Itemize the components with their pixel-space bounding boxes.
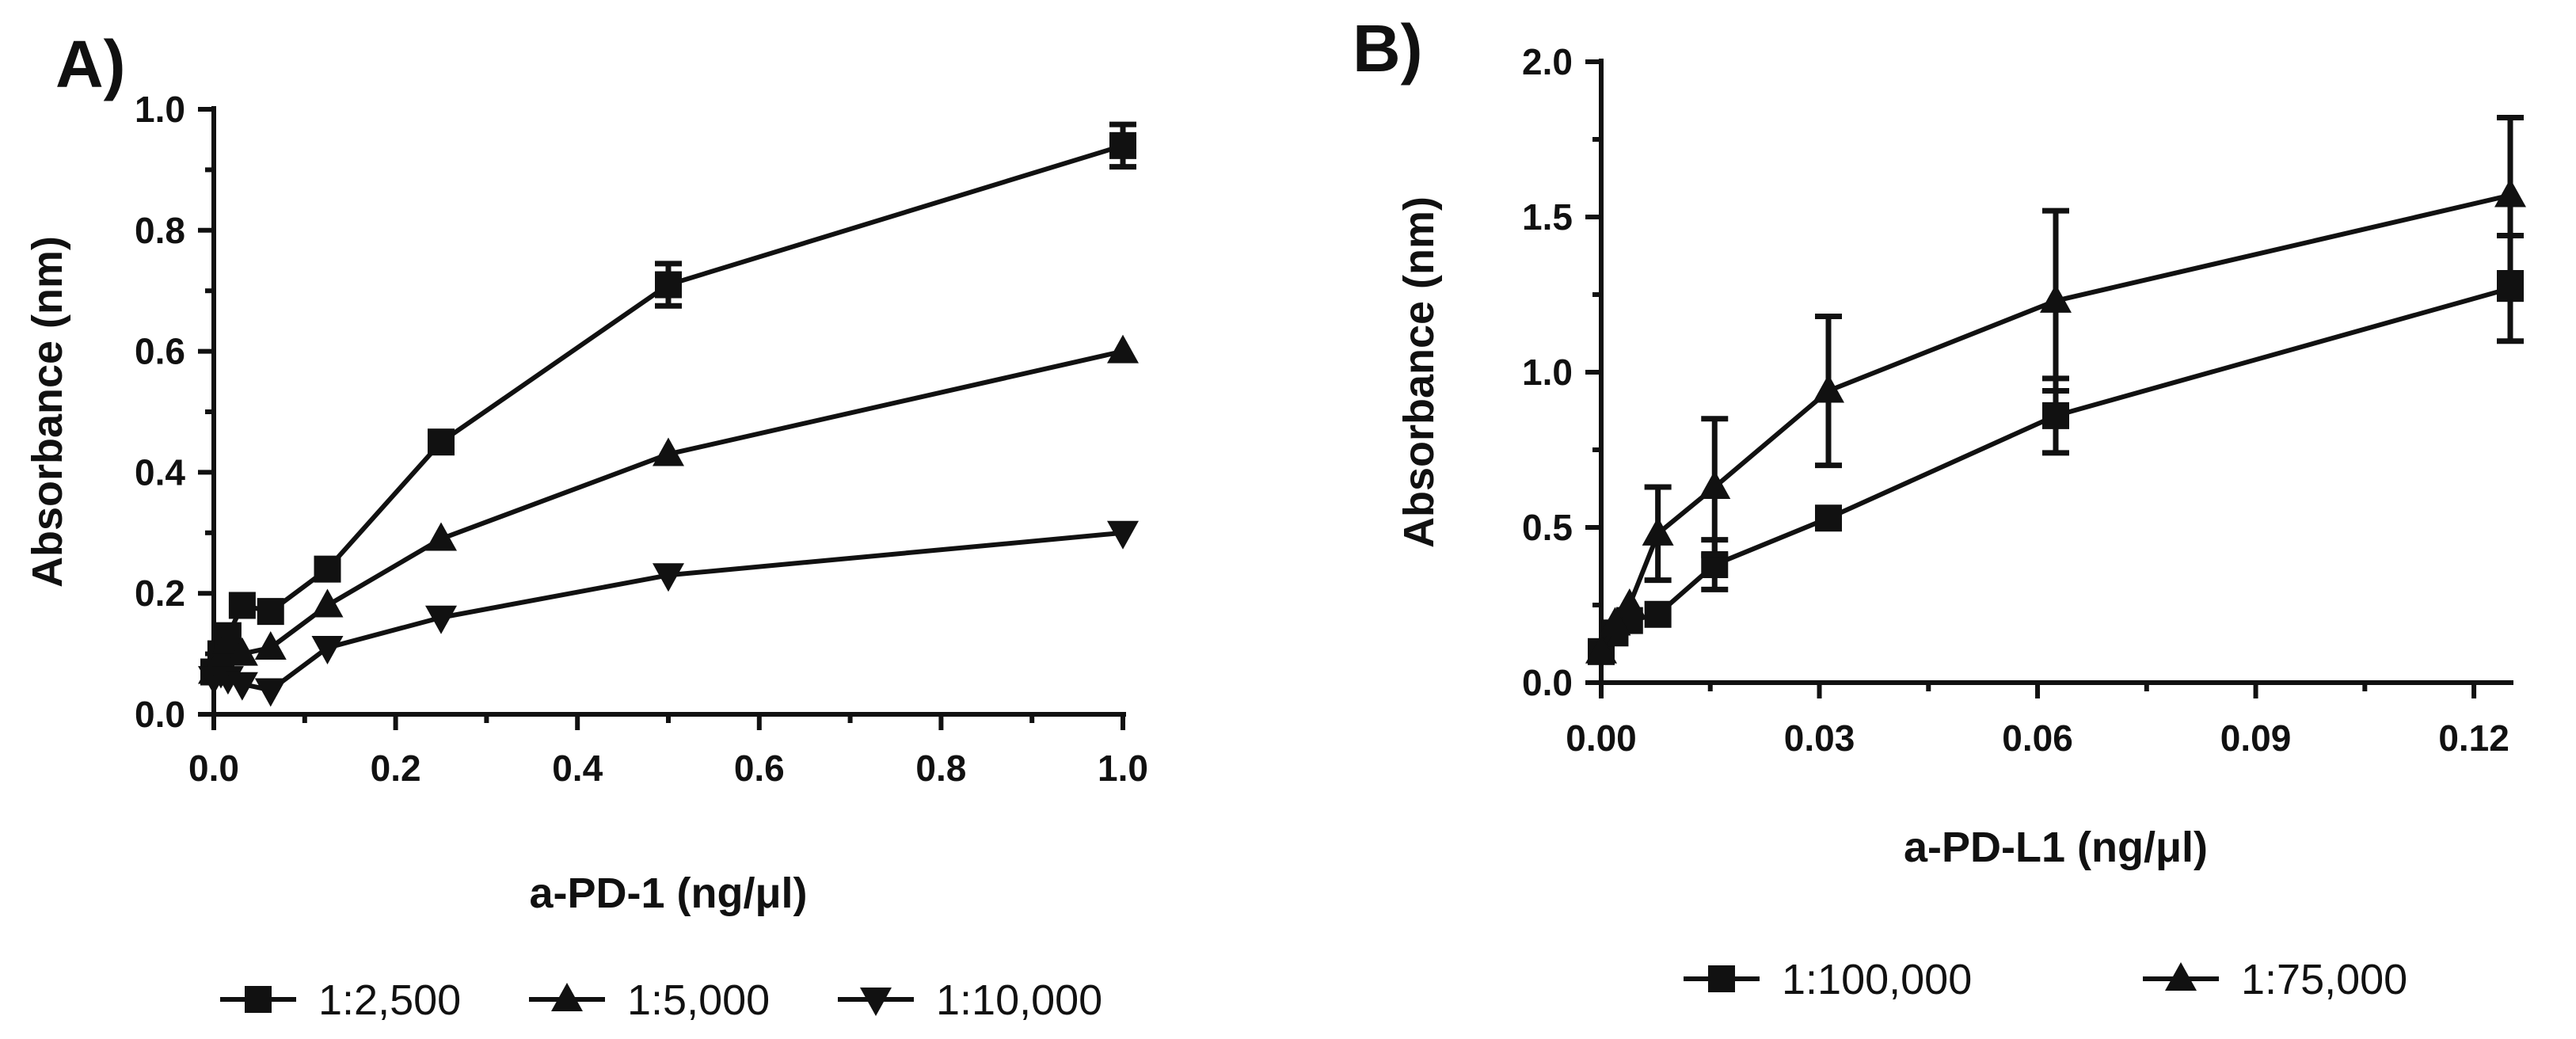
data-point: [425, 605, 457, 634]
y-tick-label-b: 0.0: [1522, 662, 1573, 703]
data-point: [1107, 520, 1139, 550]
data-point: [1107, 334, 1139, 363]
data-point: [428, 428, 455, 456]
x-tick-label-a: 0.8: [915, 748, 966, 789]
legend-item-a-1: 1:2,500: [220, 976, 461, 1024]
legend-marker: [1708, 965, 1735, 992]
y-tick-label-a: 0.6: [135, 331, 185, 372]
data-point: [314, 555, 341, 583]
data-point: [311, 588, 344, 618]
data-point: [2494, 178, 2526, 207]
x-tick-label-b: 0.06: [2002, 717, 2073, 759]
data-point: [257, 598, 284, 626]
data-point: [2040, 284, 2072, 313]
x-tick-label-a: 0.0: [188, 748, 239, 789]
legend-marker: [551, 983, 583, 1011]
data-point: [1813, 374, 1844, 403]
y-tick-label-a: 0.8: [135, 210, 185, 251]
legend-item-b-1: 1:100,000: [1684, 956, 1972, 1003]
legend-label: 1:5,000: [627, 976, 770, 1024]
legend-marker: [245, 986, 272, 1013]
data-point: [653, 437, 684, 466]
y-tick-label-b: 1.0: [1522, 352, 1573, 393]
legend-marker: [860, 988, 892, 1016]
data-point: [226, 672, 258, 701]
x-tick-label-b: 0.00: [1566, 717, 1637, 759]
data-point: [1585, 634, 1617, 664]
data-point: [254, 630, 287, 660]
data-point: [226, 637, 258, 666]
data-point: [311, 635, 344, 664]
series-b-2: [1585, 115, 2526, 664]
x-tick-label-a: 0.6: [734, 748, 785, 789]
series-line: [211, 348, 1124, 674]
panel-label-a: A): [55, 27, 126, 101]
data-point: [1109, 131, 1136, 159]
y-tick-label-b: 1.5: [1522, 196, 1573, 238]
data-point: [1815, 504, 1842, 532]
x-tick-label-b: 0.03: [1784, 717, 1855, 759]
y-tick-label-a: 0.2: [135, 573, 185, 614]
data-point: [655, 271, 682, 299]
series-line: [212, 530, 1124, 693]
data-point: [1644, 600, 1672, 628]
y-tick-label-b: 2.0: [1522, 41, 1573, 82]
y-tick-label-a: 0.0: [135, 694, 185, 735]
data-point: [1642, 516, 1674, 546]
data-point: [1699, 470, 1731, 500]
legend-label: 1:75,000: [2241, 956, 2407, 1003]
y-axis-title-b: Absorbance (nm): [1395, 196, 1443, 548]
data-point: [653, 563, 684, 592]
data-point: [1613, 588, 1646, 617]
legend-label: 1:10,000: [936, 976, 1102, 1024]
x-axis-title-b: a-PD-L1 (ng/μl): [1904, 824, 2208, 871]
data-point: [2497, 275, 2524, 303]
chart-panel-a: A) 0.0 0.2 0.4 0.6 0.8 1.0 0.0 0.2 0.4 0.6 0.8 1.0 a-…: [24, 27, 1148, 1024]
y-axis-title-a: Absorbance (nm): [24, 236, 71, 588]
data-point: [425, 522, 457, 551]
legend-item-a-2: 1:5,000: [529, 976, 770, 1024]
data-point: [2042, 402, 2069, 429]
data-point: [211, 625, 244, 654]
x-tick-label-b: 0.12: [2438, 717, 2509, 759]
x-tick-label-a: 1.0: [1098, 748, 1148, 789]
legend-marker: [2165, 962, 2197, 991]
data-point: [1599, 607, 1631, 636]
series-a-2: [198, 334, 1139, 684]
data-point: [254, 678, 287, 707]
y-tick-label-a: 1.0: [135, 89, 185, 130]
x-axis-title-a: a-PD-1 (ng/μl): [529, 870, 807, 917]
x-tick-label-b: 0.09: [2220, 717, 2292, 759]
legend-item-a-3: 1:10,000: [838, 976, 1102, 1024]
chart-panel-b: B) 0.0 0.5 1.0 1.5 2.0 0.00 0.03 0.06 0.09 0.12 a-P…: [1353, 11, 2526, 1003]
y-tick-label-b: 0.5: [1522, 507, 1573, 548]
series-a-1: [200, 121, 1136, 686]
y-tick-label-a: 0.4: [135, 451, 185, 493]
legend-label: 1:100,000: [1782, 956, 1972, 1003]
panel-label-b: B): [1353, 11, 1423, 86]
x-tick-label-a: 0.2: [371, 748, 421, 789]
series-a-3: [198, 520, 1139, 707]
data-point: [228, 592, 256, 619]
legend-item-b-2: 1:75,000: [2143, 956, 2407, 1003]
legend-label: 1:2,500: [318, 976, 461, 1024]
x-tick-label-a: 0.4: [552, 748, 603, 789]
